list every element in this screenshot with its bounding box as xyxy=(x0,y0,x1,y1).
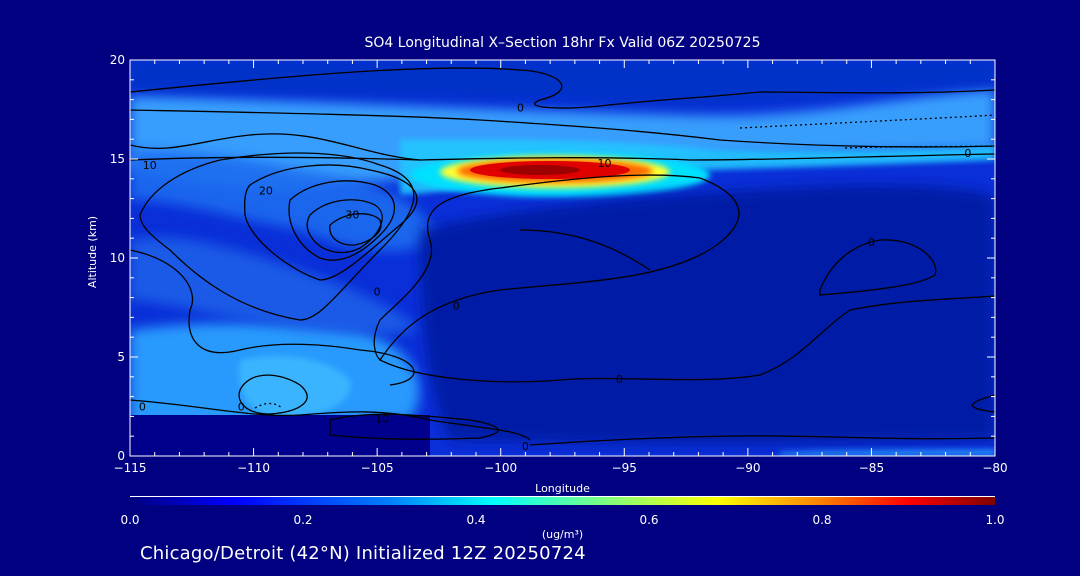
contour-label: 0 xyxy=(374,286,381,299)
contour-line xyxy=(238,374,308,415)
contour-line xyxy=(288,180,396,261)
y-tick-label: 0 xyxy=(117,449,125,463)
colorbar-tick-label: 0.8 xyxy=(812,513,831,527)
contour-label: 0 xyxy=(238,401,245,414)
contour-line xyxy=(130,133,421,161)
y-tick-label: 10 xyxy=(110,251,125,265)
heatmap-lower-brighter xyxy=(239,356,351,419)
contour-label: 0 xyxy=(522,440,529,453)
contour-line xyxy=(519,229,651,271)
contour-label: 0 xyxy=(964,147,971,160)
x-tick-label: −115 xyxy=(114,461,147,475)
contour-label: 10 xyxy=(143,159,157,172)
contour-line xyxy=(373,174,740,362)
heatmap-top-dark xyxy=(130,60,995,105)
contour-line-dotted xyxy=(254,402,283,409)
heatmap-surface-right xyxy=(780,449,995,456)
plume-core-dark xyxy=(500,165,580,175)
contour-label: 0 xyxy=(517,102,524,115)
contour-line xyxy=(329,413,499,440)
y-axis-label: Altitude (km) xyxy=(86,215,99,289)
x-axis: −115 −110 −105 −100 −95 −90 −85 −80 xyxy=(114,60,1008,475)
contour-line xyxy=(529,435,995,446)
colorbar-fill xyxy=(130,497,995,505)
y-tick-label: 20 xyxy=(110,53,125,67)
contour-line xyxy=(329,213,382,246)
colorbar-tick-label: 0.2 xyxy=(293,513,312,527)
heatmap-dark-interior xyxy=(420,185,995,444)
heatmap-mid-left xyxy=(130,237,420,335)
contour-lines xyxy=(130,67,995,446)
chart-title: SO4 Longitudinal X–Section 18hr Fx Valid… xyxy=(364,35,761,51)
contour-line xyxy=(130,153,995,161)
contour-line xyxy=(130,109,995,148)
contour-label: 0 xyxy=(139,401,146,414)
contour-line-dotted xyxy=(739,114,995,129)
colorbar-tick-label: 0.0 xyxy=(120,513,139,527)
footer-caption: Chicago/Detroit (42°N) Initialized 12Z 2… xyxy=(140,543,586,564)
contour-line xyxy=(244,164,418,281)
contour-line xyxy=(819,239,937,296)
colorbar-ticks: 0.0 0.2 0.4 0.6 0.8 1.0 xyxy=(120,513,1004,527)
x-tick-label: −110 xyxy=(237,461,270,475)
y-tick-label: 15 xyxy=(110,152,125,166)
x-tick-label: −105 xyxy=(361,461,394,475)
contour-line xyxy=(139,152,415,321)
contour-line xyxy=(130,399,531,441)
x-tick-label: −100 xyxy=(484,461,517,475)
plot-area: 0 10 10 20 30 0 0 0 0 0 0 0 10 0 xyxy=(129,59,996,457)
contour-label: 10 xyxy=(375,412,389,425)
y-tick-label: 5 xyxy=(117,350,125,364)
contour-line xyxy=(130,249,415,386)
contour-labels: 0 10 10 20 30 0 0 0 0 0 0 0 10 0 xyxy=(139,102,971,454)
colorbar: 0.0 0.2 0.4 0.6 0.8 1.0 xyxy=(120,496,1005,527)
colorbar-tick-label: 1.0 xyxy=(985,513,1004,527)
heatmap-upper-band xyxy=(130,88,995,190)
contour-line xyxy=(130,67,995,109)
colorbar-units: (ug/m³) xyxy=(541,528,584,541)
x-axis-label: Longitude xyxy=(535,482,590,495)
x-tick-label: −80 xyxy=(982,461,1007,475)
x-tick-label: −95 xyxy=(612,461,637,475)
contour-line xyxy=(379,295,995,383)
x-tick-label: −85 xyxy=(859,461,884,475)
heatmap-left-upper xyxy=(130,150,440,251)
contour-label: 0 xyxy=(616,373,623,386)
y-axis: 0 5 10 15 20 xyxy=(110,53,995,463)
contour-label: 30 xyxy=(345,208,359,221)
colorbar-tick-label: 0.4 xyxy=(466,513,485,527)
x-tick-label: −90 xyxy=(735,461,760,475)
contour-line xyxy=(971,394,995,413)
contour-label: 0 xyxy=(453,300,460,313)
contour-label: 20 xyxy=(259,185,273,198)
contour-line xyxy=(306,199,383,254)
colorbar-tick-label: 0.6 xyxy=(639,513,658,527)
contour-label: 0 xyxy=(868,236,875,249)
heatmap-surface-strip xyxy=(130,415,430,456)
contour-label: 10 xyxy=(598,157,612,170)
heatmap-field xyxy=(130,60,995,456)
